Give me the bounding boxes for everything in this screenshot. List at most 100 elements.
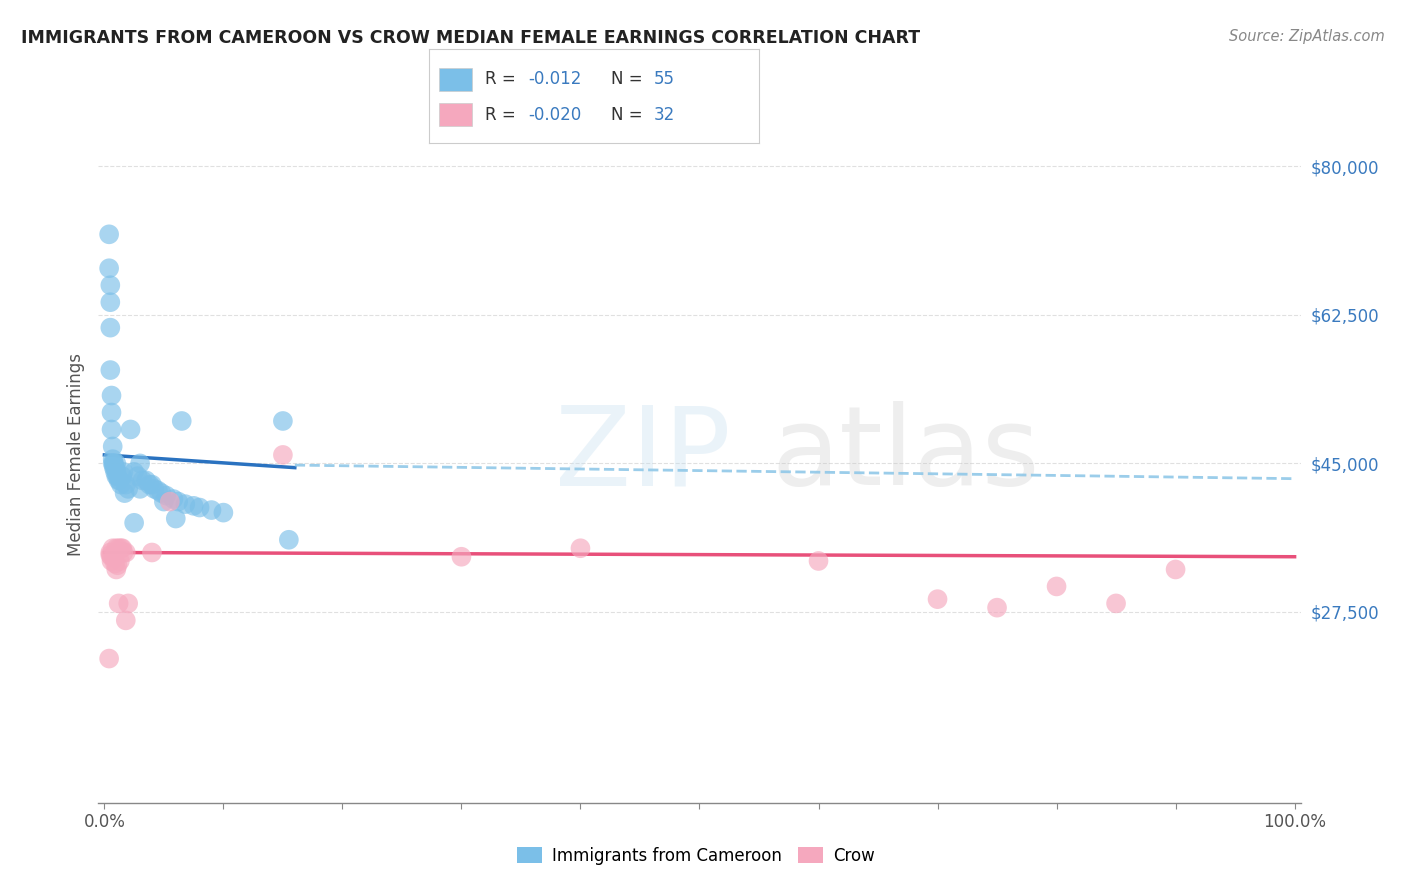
Point [98,320,121,334]
Point [105,562,128,576]
Text: 32: 32 [654,105,675,124]
Point [183,499,205,513]
Point [107,469,129,483]
Point [170,414,193,428]
Point [98,278,121,293]
Point [1164,562,1187,576]
Point [986,600,1008,615]
Point [1045,579,1067,593]
Point [114,486,136,500]
Point [117,596,139,610]
Point [98,545,121,559]
Point [162,491,184,506]
Point [101,541,124,556]
Point [138,477,160,491]
Point [104,557,127,571]
Point [103,457,125,471]
Point [110,477,132,491]
Point [100,422,122,436]
Point [100,405,122,419]
Point [105,463,128,477]
Point [127,469,149,483]
Text: -0.012: -0.012 [529,70,581,88]
Point [174,497,197,511]
Point [569,541,592,556]
Point [1105,596,1128,610]
Text: ZIP: ZIP [555,401,731,508]
Text: N =: N = [610,105,647,124]
Point [98,548,121,562]
Point [100,388,122,402]
Point [107,541,129,556]
Text: IMMIGRANTS FROM CAMEROON VS CROW MEDIAN FEMALE EARNINGS CORRELATION CHART: IMMIGRANTS FROM CAMEROON VS CROW MEDIAN … [21,29,920,46]
FancyBboxPatch shape [439,103,472,127]
Point [167,494,190,508]
Point [114,477,136,491]
Point [807,554,830,568]
Point [927,592,949,607]
Point [146,483,169,498]
Point [159,494,181,508]
Point [112,545,135,559]
Text: -0.020: -0.020 [529,105,581,124]
Point [98,295,121,310]
Point [101,439,124,453]
Point [105,469,128,483]
Point [108,474,131,488]
Legend: Immigrants from Cameroon, Crow: Immigrants from Cameroon, Crow [509,838,883,873]
Text: R =: R = [485,105,522,124]
Point [110,541,132,556]
Point [200,503,222,517]
Point [111,541,134,556]
Point [117,482,139,496]
Point [103,457,125,471]
Point [105,541,128,556]
Point [103,460,125,475]
Point [98,261,121,276]
Point [114,545,136,559]
Point [101,452,124,467]
Point [450,549,472,564]
Point [98,227,121,242]
Point [153,494,176,508]
Y-axis label: Median Female Earnings: Median Female Earnings [66,353,84,557]
Point [107,558,129,573]
Point [101,457,124,471]
Text: 55: 55 [654,70,675,88]
Text: N =: N = [610,70,647,88]
Point [122,516,145,530]
Point [129,457,152,471]
Point [188,500,211,515]
Point [104,460,127,475]
Text: atlas: atlas [772,401,1040,508]
Point [129,482,152,496]
Point [271,448,294,462]
Point [105,457,128,471]
Point [107,474,129,488]
Point [131,474,153,488]
Text: Source: ZipAtlas.com: Source: ZipAtlas.com [1229,29,1385,44]
Point [141,545,163,559]
Text: R =: R = [485,70,522,88]
Point [165,511,187,525]
Point [155,489,177,503]
Point [141,477,163,491]
Point [212,506,235,520]
Point [100,554,122,568]
Point [111,469,134,483]
Point [135,474,157,488]
Point [150,486,173,500]
Point [98,363,121,377]
Point [114,613,136,627]
Point [143,482,166,496]
Point [107,596,129,610]
Point [100,549,122,564]
Point [103,549,125,564]
Point [108,554,131,568]
Point [98,651,121,665]
FancyBboxPatch shape [439,68,472,91]
Point [277,533,299,547]
Point [103,549,125,564]
Point [104,465,127,479]
Point [271,414,294,428]
